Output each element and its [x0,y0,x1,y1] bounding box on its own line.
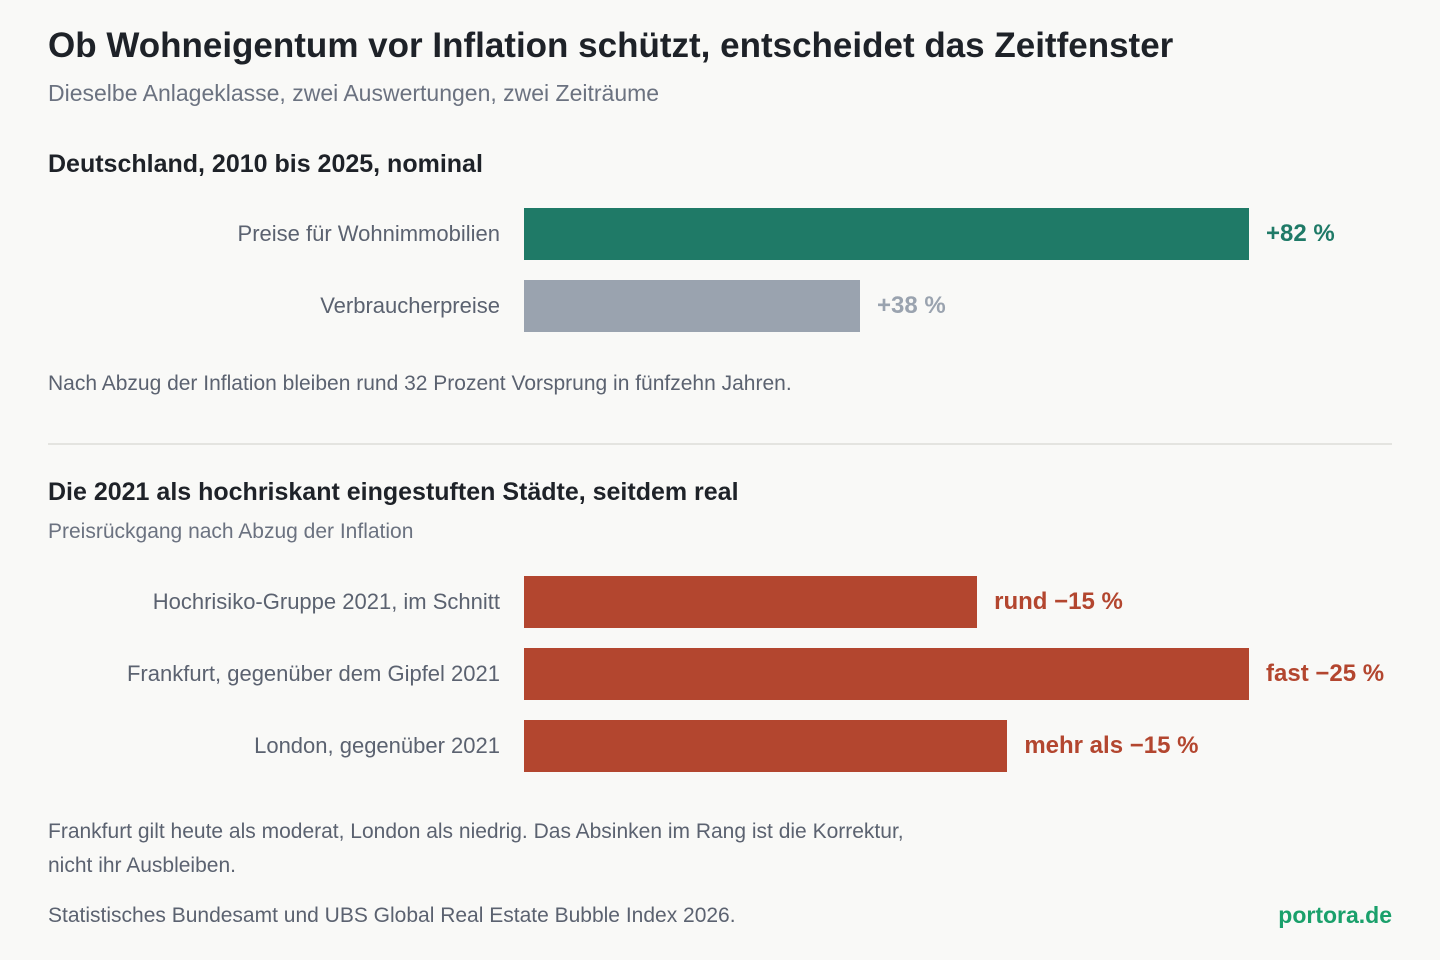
bar [524,576,978,628]
section2-note-line1: Frankfurt gilt heute als moderat, London… [48,820,904,843]
page-title: Ob Wohneigentum vor Inflation schützt, e… [48,26,1174,65]
bar-row: Preise für Wohnimmobilien +82 % [0,208,1440,260]
bar-row: Hochrisiko-Gruppe 2021, im Schnitt rund −… [0,576,1440,628]
bar-value-label: +38 % [876,292,946,319]
bar [524,208,1249,260]
section-divider [48,443,1392,445]
bar-category-label: Hochrisiko-Gruppe 2021, im Schnitt [152,589,500,614]
bar-value-label: fast −25 % [1266,660,1385,687]
section1-title: Deutschland, 2010 bis 2025, nominal [48,150,483,178]
bar-category-label: Verbraucherpreise [320,293,500,318]
bar [524,648,1249,700]
bar-value-label: mehr als −15 % [1024,732,1199,759]
bar-row: Verbraucherpreise +38 % [0,280,1440,332]
bar-row: London, gegenüber 2021 mehr als −15 % [0,720,1440,772]
bar-row: Frankfurt, gegenüber dem Gipfel 2021 fast… [0,648,1440,700]
section2-note-line2: nicht ihr Ausbleiben. [48,854,236,877]
bar-category-label: Preise für Wohnimmobilien [237,221,500,246]
bar-category-label: Frankfurt, gegenüber dem Gipfel 2021 [126,661,500,686]
brand-logo[interactable]: portora.de [1278,902,1392,928]
section1-note: Nach Abzug der Inflation bleiben rund 32… [48,372,792,395]
section2-title: Die 2021 als hochriskant eingestuften St… [48,478,739,506]
section2-note: Frankfurt gilt heute als moderat, London… [48,815,1068,883]
section2-subtitle: Preisrückgang nach Abzug der Inflation [48,520,414,543]
chart-cities: Hochrisiko-Gruppe 2021, im Schnitt rund −… [0,576,1440,772]
bar-category-label: London, gegenüber 2021 [254,733,500,758]
bar-value-label: rund −15 % [994,588,1123,615]
chart-germany: Preise für Wohnimmobilien +82 % Verbrauche… [0,208,1440,332]
bar [524,280,860,332]
bar [524,720,1008,772]
bar-value-label: +82 % [1266,220,1335,247]
source-note: Statistisches Bundesamt und UBS Global R… [48,904,736,927]
page-subtitle: Dieselbe Anlageklasse, zwei Auswertungen… [48,80,660,106]
